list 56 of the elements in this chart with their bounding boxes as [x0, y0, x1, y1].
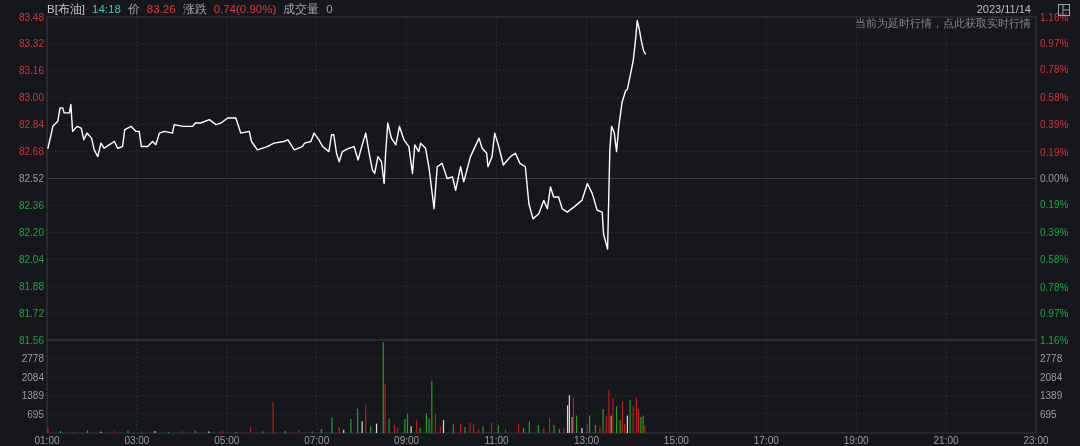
y-tick-label: 2778: [21, 353, 45, 365]
y2-tick-label: 0.39%: [1040, 227, 1069, 239]
text: 0: [326, 3, 333, 15]
text: 83.26: [146, 3, 176, 15]
y2-tick-label: 2778: [1040, 353, 1063, 365]
y2-tick-label: 695: [1040, 408, 1058, 420]
y2-tick-label: 0.97%: [1040, 37, 1069, 49]
y-tick-label: 83.48: [18, 11, 45, 23]
y-tick-label: 81.88: [18, 280, 45, 292]
y-tick-label: 83.32: [18, 38, 45, 50]
y-tick-label: 82.68: [18, 146, 45, 158]
y2-tick-label: 0.58%: [1040, 92, 1069, 104]
y2-tick-label: 0.00%: [1040, 173, 1069, 184]
y2-tick-label: 0.97%: [1040, 308, 1069, 320]
text: 涨跌: [182, 3, 207, 15]
x-tick-label: 07:00: [304, 434, 330, 446]
y-tick-label: 82.52: [18, 173, 45, 184]
x-tick-label: 01:00: [34, 434, 60, 446]
chart-subtitle: 2023/11/14: [976, 3, 1031, 15]
x-tick-label: 17:00: [753, 434, 780, 446]
y-tick-label: 83.00: [18, 92, 45, 104]
annotation: 当前为延时行情，点此获取实时行情: [855, 17, 1031, 29]
y2-tick-label: 0.58%: [1040, 253, 1069, 265]
x-tick-label: 09:00: [394, 434, 420, 446]
line-series: [47, 19, 647, 250]
y-tick-label: 82.36: [18, 199, 45, 211]
y-tick-label: 81.56: [18, 334, 45, 346]
y-tick-label: 82.20: [18, 226, 45, 238]
x-tick-label: 19:00: [843, 434, 870, 446]
text: 成交量: [283, 2, 320, 15]
y2-tick-label: 0.78%: [1040, 64, 1069, 76]
y2-tick-label: 1389: [1040, 390, 1063, 402]
y-tick-label: 695: [27, 408, 45, 420]
text: 0.74(0.90%): [213, 3, 277, 15]
y-tick-label: 2084: [21, 371, 45, 383]
y2-tick-label: 1.16%: [1040, 334, 1069, 346]
x-tick-label: 15:00: [663, 434, 690, 446]
y-tick-label: 81.72: [18, 307, 45, 319]
y-tick-label: 82.04: [18, 253, 45, 265]
y2-tick-label: 0.78%: [1040, 281, 1069, 293]
x-tick-label: 23:00: [1023, 434, 1049, 446]
x-tick-label: 05:00: [214, 434, 240, 446]
x-tick-label: 13:00: [573, 434, 600, 446]
y2-tick-label: 0.19%: [1040, 146, 1069, 158]
y2-tick-label: 0.39%: [1040, 118, 1069, 130]
y-tick-label: 83.16: [18, 65, 45, 77]
chart-title: B[布油]: [47, 3, 86, 15]
x-tick-label: 03:00: [124, 434, 150, 446]
y2-tick-label: 2084: [1040, 371, 1063, 383]
x-tick-label: 21:00: [933, 434, 960, 446]
text: 价: [126, 3, 140, 15]
y-tick-label: 82.84: [18, 119, 45, 131]
y2-tick-label: 0.19%: [1040, 199, 1069, 211]
y-tick-label: 1389: [21, 390, 45, 402]
text: 14:18: [92, 3, 121, 15]
x-tick-label: 11:00: [484, 434, 510, 446]
